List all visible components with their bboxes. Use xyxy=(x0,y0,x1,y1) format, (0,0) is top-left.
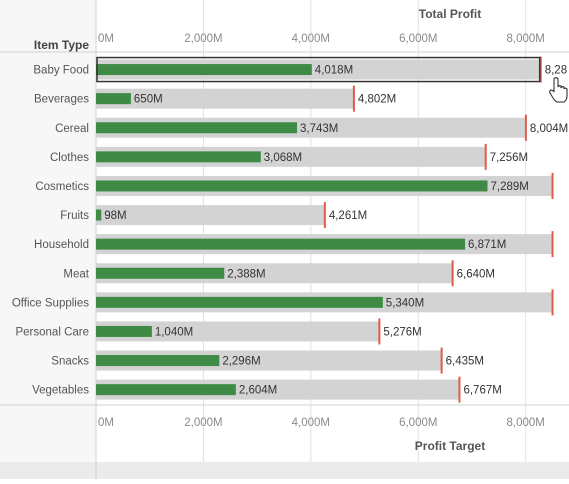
chart-row: Fruits 98M 4,261M xyxy=(60,202,367,229)
actual-bar xyxy=(96,355,220,367)
target-band xyxy=(96,321,380,342)
bottom-axis-title: Profit Target xyxy=(415,439,485,453)
actual-value-label: 2,296M xyxy=(222,356,260,368)
actual-value-label: 7,289M xyxy=(490,181,528,193)
bottom-tick-label: 0M xyxy=(98,417,114,429)
actual-bar xyxy=(96,122,298,134)
actual-bar xyxy=(96,325,152,337)
bottom-tick-label: 8,000M xyxy=(507,417,545,429)
actual-value-label: 2,388M xyxy=(227,268,265,280)
bottom-tick-label: 2,000M xyxy=(184,417,222,429)
chart-row: Baby Food 4,018M 8,28 xyxy=(33,56,567,83)
category-label: Beverages xyxy=(34,94,89,106)
actual-value-label: 4,018M xyxy=(315,65,353,77)
actual-bar xyxy=(96,267,225,279)
category-label: Cereal xyxy=(55,123,89,135)
actual-value-label: 98M xyxy=(104,210,126,222)
target-value-label: 7,256M xyxy=(490,152,528,164)
chart-row: Cereal 3,743M 8,004M xyxy=(55,114,568,141)
top-tick-label: 6,000M xyxy=(399,33,437,45)
target-value-label: 8,004M xyxy=(530,123,568,135)
category-label: Meat xyxy=(63,268,89,280)
top-tick-label: 8,000M xyxy=(507,33,545,45)
category-label: Snacks xyxy=(51,356,89,368)
target-value-label: 4,802M xyxy=(358,94,396,106)
footer-strip xyxy=(0,462,569,479)
chart-row: Personal Care 1,040M 5,276M xyxy=(15,318,422,345)
target-value-label: 5,276M xyxy=(383,326,421,338)
top-tick-label: 4,000M xyxy=(292,33,330,45)
category-label: Fruits xyxy=(60,210,89,222)
actual-bar xyxy=(96,151,261,163)
target-band xyxy=(96,88,354,109)
actual-bar xyxy=(96,384,236,396)
bottom-tick-label: 6,000M xyxy=(399,417,437,429)
target-value-label: 8,28 xyxy=(545,65,567,77)
target-value-label: 6,435M xyxy=(446,356,484,368)
category-label: Cosmetics xyxy=(35,181,89,193)
actual-bar xyxy=(96,180,488,192)
row-header-pane xyxy=(0,0,96,479)
hand-cursor-shape xyxy=(549,77,568,103)
actual-value-label: 3,068M xyxy=(264,152,302,164)
actual-bar xyxy=(96,238,466,250)
row-axis-label: Item Type xyxy=(34,38,89,52)
chart-row: Clothes 3,068M 7,256M xyxy=(50,143,528,170)
actual-value-label: 3,743M xyxy=(300,123,338,135)
category-label: Baby Food xyxy=(33,65,89,77)
hand-cursor-icon xyxy=(549,77,568,103)
category-label: Office Supplies xyxy=(12,297,89,309)
bottom-tick-label: 4,000M xyxy=(292,417,330,429)
actual-value-label: 650M xyxy=(134,94,163,106)
chart-row: Household 6,871M xyxy=(34,231,554,258)
actual-bar xyxy=(96,296,383,308)
category-label: Clothes xyxy=(50,152,89,164)
chart-row: Meat 2,388M 6,640M xyxy=(63,260,495,287)
top-tick-label: 2,000M xyxy=(184,33,222,45)
actual-value-label: 2,604M xyxy=(239,385,277,397)
selected-row-outline xyxy=(96,56,541,83)
category-label: Personal Care xyxy=(15,326,89,338)
target-value-label: 6,767M xyxy=(463,385,501,397)
actual-bar xyxy=(96,93,131,105)
chart-row: Office Supplies 5,340M xyxy=(12,289,554,316)
chart-row: Snacks 2,296M 6,435M xyxy=(51,347,484,374)
chart-row: Beverages 650M 4,802M xyxy=(34,85,396,112)
chart-row: Vegetables 2,604M 6,767M xyxy=(32,376,502,403)
actual-bar xyxy=(96,209,102,221)
top-tick-label: 0M xyxy=(98,33,114,45)
actual-value-label: 1,040M xyxy=(155,326,193,338)
category-label: Household xyxy=(34,239,89,251)
chart-row: Cosmetics 7,289M xyxy=(35,172,554,199)
actual-value-label: 5,340M xyxy=(386,297,424,309)
target-band xyxy=(96,205,325,226)
actual-bar xyxy=(96,64,312,76)
target-value-label: 4,261M xyxy=(329,210,367,222)
target-value-label: 6,640M xyxy=(457,268,495,280)
category-label: Vegetables xyxy=(32,385,89,397)
top-axis-title: Total Profit xyxy=(419,7,481,21)
actual-value-label: 6,871M xyxy=(468,239,506,251)
